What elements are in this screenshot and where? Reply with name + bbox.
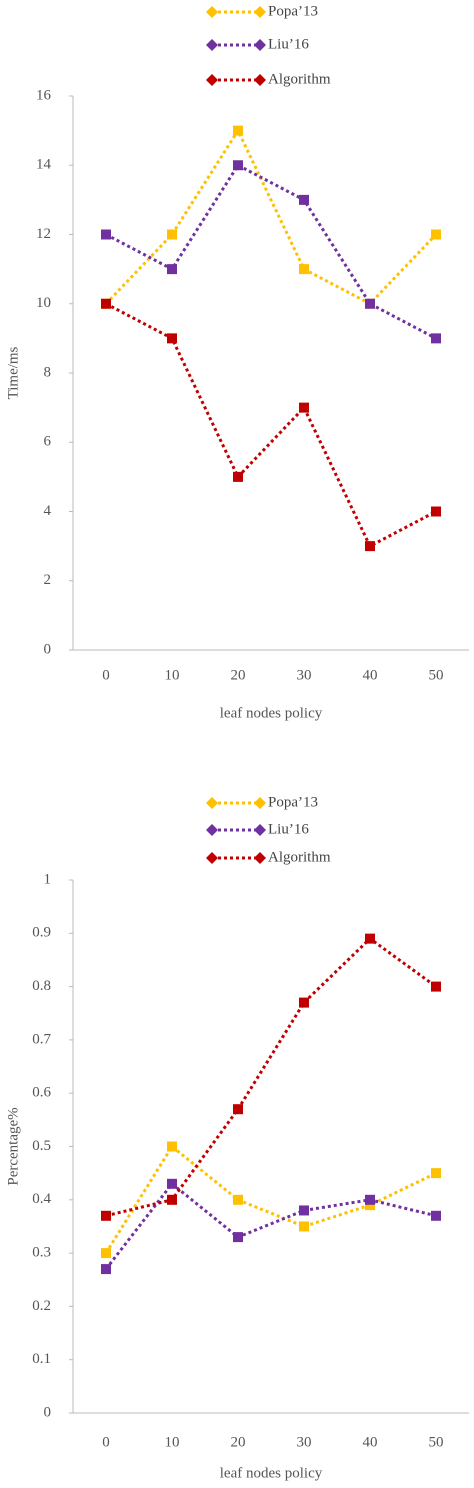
point xyxy=(101,298,111,309)
y-tick-label: 0.3 xyxy=(32,1245,51,1261)
y-axis-title: Time/ms xyxy=(5,346,21,399)
legend-marker xyxy=(254,824,266,836)
series-line xyxy=(105,163,437,340)
y-tick-label: 10 xyxy=(36,295,51,311)
legend-marker xyxy=(206,39,218,51)
y-tick-label: 8 xyxy=(44,364,52,380)
y-tick-label: 12 xyxy=(36,226,51,242)
legend-marker xyxy=(206,852,218,864)
point xyxy=(101,1264,111,1275)
series-line xyxy=(105,936,437,1218)
x-axis-title: leaf nodes policy xyxy=(220,705,323,721)
legend-label: Popa’13 xyxy=(268,794,318,810)
y-tick-label: 0.2 xyxy=(32,1298,51,1314)
y-tick-label: 0.6 xyxy=(32,1085,51,1101)
point xyxy=(431,229,441,240)
legend-marker xyxy=(254,39,266,51)
series-line xyxy=(104,1144,437,1254)
y-tick-label: 2 xyxy=(44,572,52,588)
y-tick-label: 4 xyxy=(44,503,52,519)
y-tick-label: 0.8 xyxy=(32,978,51,994)
y-tick-label: 0.5 xyxy=(32,1138,51,1154)
point xyxy=(233,1104,243,1115)
point xyxy=(167,1194,177,1205)
x-tick-label: 0 xyxy=(102,1434,110,1450)
point xyxy=(167,1141,177,1152)
point xyxy=(101,1210,111,1221)
point xyxy=(431,981,441,992)
legend-marker xyxy=(254,74,266,86)
x-tick-label: 50 xyxy=(429,667,444,683)
legend-marker xyxy=(206,6,218,18)
legend-marker xyxy=(206,824,218,836)
point xyxy=(299,997,309,1008)
x-tick-label: 10 xyxy=(165,667,180,683)
point xyxy=(167,333,177,344)
y-tick-label: 1 xyxy=(44,871,52,887)
point xyxy=(365,1194,375,1205)
x-axis-title: leaf nodes policy xyxy=(220,1465,323,1481)
x-tick-label: 0 xyxy=(102,667,110,683)
legend-marker xyxy=(254,797,266,809)
x-tick-label: 30 xyxy=(297,1434,312,1450)
y-tick-label: 0 xyxy=(44,641,52,657)
point xyxy=(233,1232,243,1243)
x-tick-label: 10 xyxy=(165,1434,180,1450)
x-tick-label: 40 xyxy=(363,1434,378,1450)
legend-label: Algorithm xyxy=(268,849,331,865)
y-tick-label: 16 xyxy=(36,87,52,103)
point xyxy=(299,264,309,275)
point xyxy=(233,1194,243,1205)
x-tick-label: 30 xyxy=(297,667,312,683)
x-tick-label: 50 xyxy=(429,1434,444,1450)
point xyxy=(167,1178,177,1189)
legend-marker xyxy=(254,6,266,18)
point xyxy=(365,541,375,552)
point xyxy=(101,1248,111,1259)
legend-marker xyxy=(254,852,266,864)
y-tick-label: 0.7 xyxy=(32,1031,51,1047)
series-line xyxy=(104,1181,437,1271)
point xyxy=(299,194,309,205)
legend-label: Liu’16 xyxy=(268,821,309,837)
legend-label: Popa’13 xyxy=(268,3,318,19)
y-tick-label: 6 xyxy=(44,434,52,450)
x-tick-label: 20 xyxy=(231,1434,246,1450)
y-tick-label: 0.1 xyxy=(32,1351,51,1367)
point xyxy=(299,402,309,413)
y-tick-label: 0 xyxy=(44,1404,52,1420)
legend-marker xyxy=(206,797,218,809)
point xyxy=(167,229,177,240)
point xyxy=(167,264,177,275)
point xyxy=(431,1168,441,1179)
point xyxy=(101,229,111,240)
y-axis-title: Percentage% xyxy=(5,1107,21,1185)
point xyxy=(431,1210,441,1221)
y-tick-label: 14 xyxy=(36,157,52,173)
legend-label: Algorithm xyxy=(268,71,331,87)
point xyxy=(233,125,243,136)
y-tick-label: 0.4 xyxy=(32,1191,51,1207)
legend-label: Liu’16 xyxy=(268,36,309,52)
point xyxy=(365,298,375,309)
x-tick-label: 40 xyxy=(363,667,378,683)
point xyxy=(299,1221,309,1232)
x-tick-label: 20 xyxy=(231,667,246,683)
y-tick-label: 0.9 xyxy=(32,925,51,941)
point xyxy=(299,1205,309,1216)
point xyxy=(431,333,441,344)
point xyxy=(233,471,243,482)
point xyxy=(365,933,375,944)
point xyxy=(233,160,243,171)
legend-marker xyxy=(206,74,218,86)
series-line xyxy=(104,127,438,306)
series-line xyxy=(105,302,437,549)
point xyxy=(431,506,441,517)
point xyxy=(365,1200,375,1211)
